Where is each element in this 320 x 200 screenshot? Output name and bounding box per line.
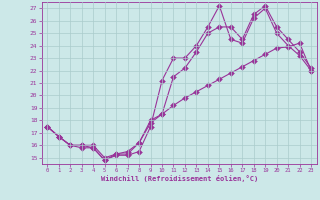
X-axis label: Windchill (Refroidissement éolien,°C): Windchill (Refroidissement éolien,°C) [100,175,258,182]
